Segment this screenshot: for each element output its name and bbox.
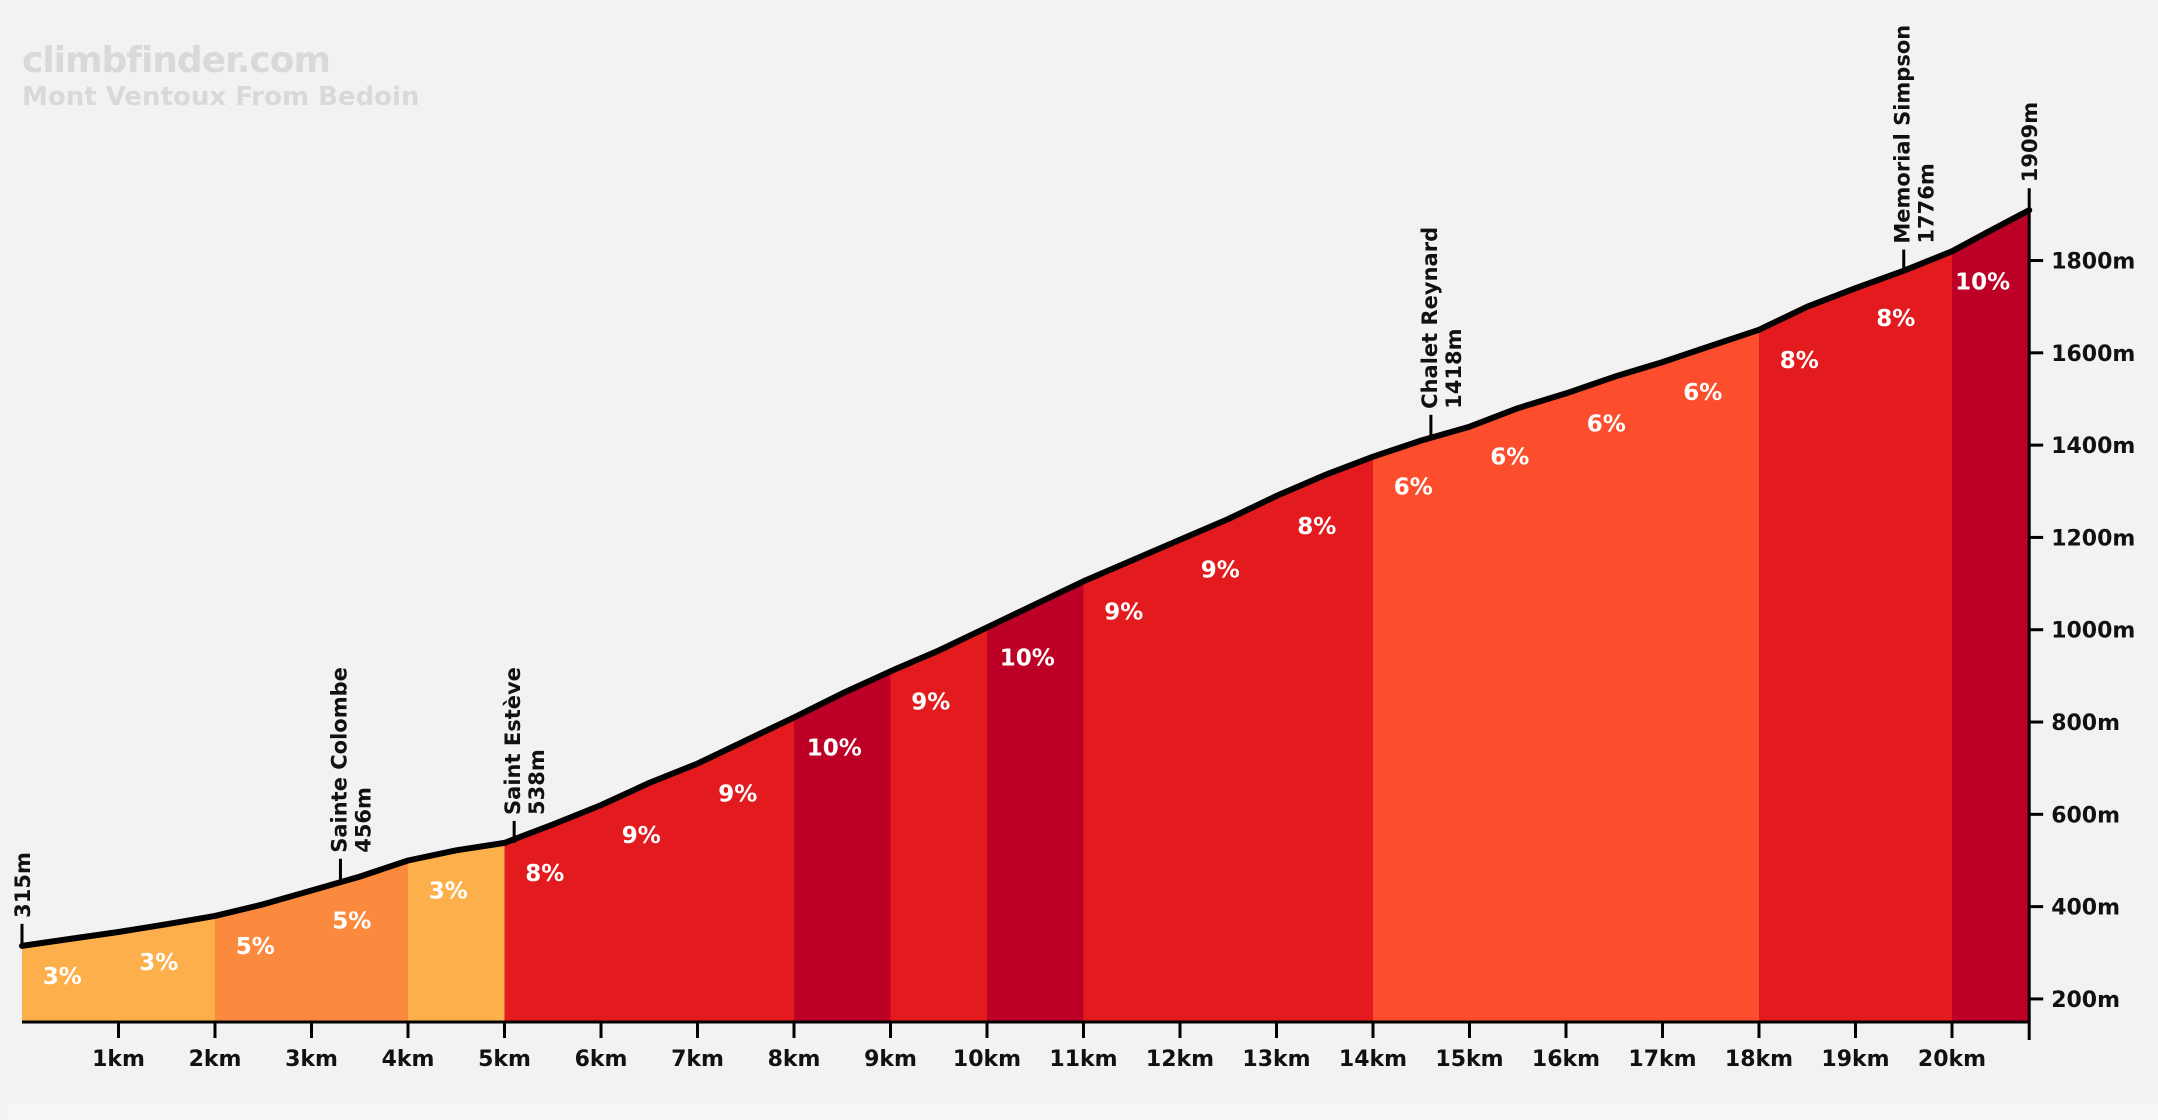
grade-label: 9% — [1104, 599, 1143, 625]
y-tick-label: 1400m — [2051, 434, 2135, 459]
x-tick-label: 14km — [1339, 1047, 1407, 1072]
y-tick-label: 800m — [2051, 711, 2120, 736]
watermark-climb-name: Mont Ventoux From Bedoin — [22, 82, 420, 112]
x-tick-label: 17km — [1628, 1047, 1696, 1072]
x-tick-label: 7km — [671, 1047, 724, 1072]
grade-label: 5% — [332, 908, 371, 934]
y-tick-label: 1000m — [2051, 619, 2135, 644]
waypoint-markers: 315m Sainte Colombe 456m Saint Estève 538m Ch… — [11, 25, 2042, 946]
waypoint-label: 315m — [11, 852, 35, 918]
x-tick-label: 10km — [953, 1047, 1021, 1072]
grade-segment — [504, 805, 601, 1022]
x-tick-label: 12km — [1146, 1047, 1214, 1072]
waypoint-label: 1776m — [1915, 163, 1939, 243]
grade-labels: 3% 3% 5% 5% 3% 8% 9% 9% 10% 9% 10% 9% 9% 8% 6% 6% 6% 6% 8%… — [43, 269, 2010, 990]
profile-line — [19, 207, 2033, 949]
grade-label: 8% — [1780, 348, 1819, 374]
grade-segment — [1373, 426, 1470, 1022]
grade-label: 3% — [139, 950, 178, 976]
y-tick-label: 1200m — [2051, 526, 2135, 551]
grade-segment — [215, 890, 312, 1022]
y-tick-label: 400m — [2051, 896, 2120, 921]
grade-segment — [987, 581, 1084, 1022]
axes: 1km 2km 3km 4km 5km 6km 7km 8km 9km 10km 11km 12km 1… — [22, 210, 2135, 1072]
grade-segment — [1180, 495, 1277, 1022]
grade-label: 8% — [525, 861, 564, 887]
grade-segment — [697, 717, 794, 1022]
grade-segment — [22, 932, 119, 1022]
grade-label: 6% — [1394, 475, 1433, 501]
grade-segment — [118, 915, 215, 1022]
grade-label: 9% — [911, 689, 950, 715]
x-tick-label: 2km — [189, 1047, 242, 1072]
x-tick-label: 6km — [575, 1047, 628, 1072]
x-tick-label: 16km — [1532, 1047, 1600, 1072]
grade-segment — [1469, 393, 1566, 1022]
grade-segment — [601, 763, 698, 1022]
grade-segment — [1759, 288, 1856, 1023]
x-tick-label: 19km — [1821, 1047, 1889, 1072]
grade-label: 8% — [1297, 514, 1336, 540]
grade-label: 3% — [429, 878, 468, 904]
x-tick-label: 15km — [1435, 1047, 1503, 1072]
x-tick-label: 9km — [864, 1047, 917, 1072]
grade-segment — [794, 671, 891, 1022]
x-tick-label: 11km — [1049, 1047, 1117, 1072]
grade-segment — [1083, 539, 1180, 1022]
y-tick-label: 600m — [2051, 803, 2120, 828]
grade-label: 6% — [1490, 445, 1529, 471]
waypoint-label: 456m — [351, 787, 375, 853]
x-tick-label: 4km — [382, 1047, 435, 1072]
x-tick-label: 20km — [1918, 1047, 1986, 1072]
grade-label: 9% — [718, 782, 757, 808]
x-tick-label: 1km — [92, 1047, 145, 1072]
grade-segment — [1952, 210, 2030, 1022]
grade-label: 3% — [43, 964, 82, 990]
waypoint-label: Sainte Colombe — [327, 667, 351, 853]
grade-segment — [1662, 329, 1759, 1022]
waypoint-label: 1909m — [2018, 102, 2042, 182]
grade-label: 8% — [1876, 306, 1915, 332]
waypoint-label: Saint Estève — [501, 667, 525, 815]
grade-segments — [22, 210, 2030, 1023]
waypoint-label: 1418m — [1442, 328, 1466, 408]
footer-band — [8, 1104, 2158, 1120]
watermark-site: climbfinder.com — [22, 40, 331, 81]
x-tick-label: 3km — [285, 1047, 338, 1072]
grade-label: 9% — [1201, 558, 1240, 584]
waypoint-label: Chalet Reynard — [1418, 227, 1442, 409]
grade-label: 5% — [236, 934, 275, 960]
grade-segment — [1276, 456, 1373, 1023]
grade-label: 10% — [807, 735, 862, 761]
waypoint-label: 538m — [525, 749, 549, 815]
y-tick-label: 1800m — [2051, 250, 2135, 275]
grade-label: 10% — [1955, 269, 2010, 295]
grade-segment — [311, 860, 408, 1022]
profile-line-group — [19, 207, 2033, 949]
x-tick-label: 18km — [1725, 1047, 1793, 1072]
grade-segment — [890, 627, 987, 1022]
y-tick-label: 200m — [2051, 988, 2120, 1013]
grade-label: 6% — [1683, 380, 1722, 406]
grade-segment — [408, 842, 505, 1022]
grade-segment — [1855, 251, 1952, 1023]
grade-label: 10% — [1000, 645, 1055, 671]
y-tick-label: 1600m — [2051, 342, 2135, 367]
grade-label: 6% — [1587, 411, 1626, 437]
grade-label: 9% — [622, 823, 661, 849]
x-tick-label: 13km — [1242, 1047, 1310, 1072]
waypoint-label: Memorial Simpson — [1891, 25, 1915, 244]
x-tick-label: 5km — [478, 1047, 531, 1072]
grade-segment — [1566, 362, 1663, 1022]
x-tick-label: 8km — [768, 1047, 821, 1072]
